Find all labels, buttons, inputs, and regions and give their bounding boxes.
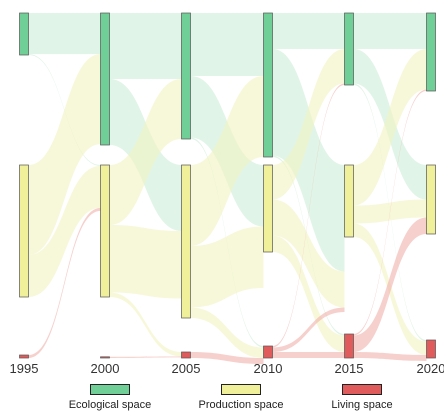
year-label-2020: 2020 <box>417 361 444 376</box>
flow-prod-to-living-2005 <box>190 307 264 358</box>
node-prod-2020 <box>426 164 436 235</box>
legend-label-ecological: Ecological space <box>68 399 152 411</box>
sankey-diagram: 1995 2000 2005 2010 2015 2020 <box>10 12 444 376</box>
legend-label-living: Living space <box>331 399 393 411</box>
flow-eco-to-eco-2010 <box>272 13 345 49</box>
flow-prod-to-eco-2010 <box>272 49 345 200</box>
flow-living-to-living-2010 <box>272 352 345 358</box>
year-label-2000: 2000 <box>91 361 120 376</box>
node-prod-1995 <box>19 164 29 298</box>
node-eco-2020 <box>426 12 436 92</box>
node-eco-1995 <box>19 12 29 56</box>
legend: Ecological space Production space Living… <box>0 384 444 418</box>
flow-prod-to-prod-2015 <box>353 199 427 224</box>
flow-prod-to-eco-2000 <box>109 79 182 225</box>
flow-living-to-prod-2010 <box>272 307 345 352</box>
flow-prod-to-eco-1995 <box>28 54 101 255</box>
legend-swatch-ecological <box>90 384 130 395</box>
year-label-2015: 2015 <box>335 361 364 376</box>
flow-living-to-living-2000 <box>109 356 182 358</box>
year-label-2005: 2005 <box>172 361 201 376</box>
legend-item-ecological: Ecological space <box>62 384 158 411</box>
legend-item-production: Production space <box>188 384 294 411</box>
node-living-2020 <box>426 339 436 359</box>
flow-prod-to-prod-2000 <box>109 225 182 299</box>
flow-eco-to-eco-2015 <box>353 13 427 49</box>
flow-prod-to-living-2010 <box>272 235 345 352</box>
flow-living-to-prod-1995 <box>28 207 101 358</box>
node-living-1995 <box>19 354 29 359</box>
flow-prod-to-prod-1995 <box>28 165 101 297</box>
legend-swatch-living <box>342 384 382 395</box>
flow-eco-to-eco-1995 <box>28 13 101 55</box>
node-living-2010 <box>263 345 273 359</box>
node-prod-2015 <box>344 164 354 238</box>
node-eco-2000 <box>100 12 110 146</box>
node-living-2000 <box>100 356 110 359</box>
year-axis: 1995 2000 2005 2010 2015 2020 <box>10 361 444 376</box>
flow-prod-to-eco-2005 <box>190 76 264 246</box>
flow-eco-to-prod-2010 <box>272 49 345 272</box>
flow-prod-to-prod-2010 <box>272 199 345 308</box>
flow-eco-to-eco-2000 <box>109 13 182 79</box>
flow-living-to-eco-2015 <box>353 89 427 336</box>
flow-living-to-living-2015 <box>353 352 427 361</box>
flow-prod-to-prod-2005 <box>190 226 264 308</box>
node-eco-2015 <box>344 12 354 86</box>
flow-living-to-prod-2015 <box>353 217 427 352</box>
node-prod-2010 <box>263 164 273 253</box>
node-eco-2010 <box>263 12 273 158</box>
flows-layer <box>28 13 427 364</box>
year-label-2010: 2010 <box>254 361 283 376</box>
node-living-2005 <box>181 351 191 359</box>
nodes-layer <box>19 12 436 359</box>
legend-label-production: Production space <box>198 399 284 411</box>
node-living-2015 <box>344 333 354 359</box>
node-prod-2000 <box>100 164 110 298</box>
flow-living-to-living-2005 <box>190 352 264 364</box>
flow-eco-to-eco-2005 <box>190 13 264 76</box>
flow-prod-to-living-2000 <box>109 292 182 357</box>
flow-prod-to-eco-2015 <box>353 49 427 206</box>
legend-swatch-production <box>221 384 261 395</box>
legend-item-living: Living space <box>318 384 406 411</box>
node-eco-2005 <box>181 12 191 140</box>
year-label-1995: 1995 <box>10 361 39 376</box>
node-prod-2005 <box>181 164 191 319</box>
flow-living-to-eco-2010 <box>272 83 345 348</box>
